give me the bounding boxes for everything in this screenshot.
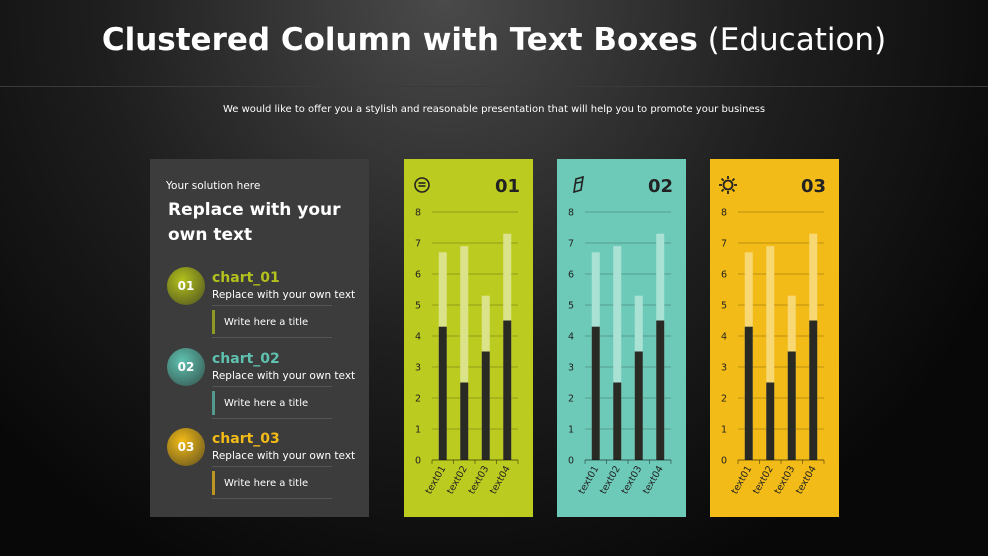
item-title: Write here a title xyxy=(224,478,309,489)
y-tick-label: 2 xyxy=(568,394,574,405)
number-badge: 02 xyxy=(167,347,205,386)
bar xyxy=(613,246,622,460)
y-tick-label: 6 xyxy=(568,270,574,281)
bar xyxy=(591,326,600,460)
kicker: Your solution here xyxy=(166,180,261,192)
item-text: Replace with your own text xyxy=(212,450,356,462)
icon xyxy=(573,175,584,194)
y-tick-label: 7 xyxy=(721,239,727,250)
y-tick-label: 3 xyxy=(415,363,421,374)
bar xyxy=(787,351,796,460)
chart-title: 01 xyxy=(495,176,520,197)
bar xyxy=(809,320,818,460)
number-badge: 01 xyxy=(167,267,205,305)
y-tick-label: 3 xyxy=(721,363,727,374)
separator xyxy=(212,337,332,338)
bar xyxy=(438,326,447,460)
bar xyxy=(460,246,469,460)
y-tick-label: 5 xyxy=(568,301,574,312)
item-name: chart_03 xyxy=(212,431,280,447)
separator xyxy=(212,498,332,499)
separator xyxy=(212,417,332,419)
panel-background xyxy=(710,159,839,517)
y-tick-label: 6 xyxy=(721,270,727,281)
separator xyxy=(212,385,332,387)
y-tick-label: 6 xyxy=(415,270,421,281)
item-title: Write here a title xyxy=(224,397,309,409)
item-text: Replace with your own text xyxy=(212,289,356,301)
item-name: chart_01 xyxy=(212,270,280,286)
sidebar: Your solution here Replace with your own… xyxy=(150,159,369,517)
accent-bar xyxy=(212,390,215,415)
y-tick-label: 0 xyxy=(568,456,574,467)
y-tick-label: 8 xyxy=(415,208,421,219)
bar xyxy=(634,351,643,460)
accent-bar xyxy=(212,310,215,334)
separator xyxy=(212,305,332,306)
y-tick-label: 1 xyxy=(568,425,574,436)
icon xyxy=(719,176,737,194)
y-tick-label: 5 xyxy=(721,301,727,312)
y-tick-label: 7 xyxy=(415,239,421,250)
y-tick-label: 2 xyxy=(415,394,421,405)
separator xyxy=(212,466,332,467)
y-tick-label: 7 xyxy=(568,239,574,250)
y-tick-label: 0 xyxy=(415,456,421,467)
y-tick-label: 8 xyxy=(721,208,727,219)
bar xyxy=(766,246,775,460)
y-tick-label: 2 xyxy=(721,394,727,405)
y-tick-label: 4 xyxy=(568,332,574,343)
title-sub: (Education) xyxy=(707,22,887,58)
bar xyxy=(656,320,665,460)
bar xyxy=(744,326,753,460)
y-tick-label: 8 xyxy=(568,208,574,219)
y-tick-label: 1 xyxy=(415,425,421,436)
item-text: Replace with your own text xyxy=(212,369,356,382)
chart-title: 03 xyxy=(801,176,826,197)
icon xyxy=(414,177,430,193)
y-tick-label: 4 xyxy=(415,332,421,343)
divider xyxy=(0,86,988,87)
y-tick-label: 3 xyxy=(568,363,574,374)
bar xyxy=(766,382,775,460)
bar xyxy=(503,320,512,460)
item-name: chart_02 xyxy=(212,350,280,367)
y-tick-label: 1 xyxy=(721,425,727,436)
tagline: We would like to offer you a stylish and… xyxy=(222,104,766,115)
chart-title: 02 xyxy=(648,176,673,197)
y-tick-label: 5 xyxy=(415,301,421,312)
bar xyxy=(460,382,469,460)
slide-title: Clustered Column with Text Boxes (Educat… xyxy=(0,22,988,58)
number-badge: 03 xyxy=(167,428,205,466)
panel-background xyxy=(404,159,533,517)
accent-bar xyxy=(212,471,215,495)
panel-background xyxy=(557,159,686,517)
y-tick-label: 4 xyxy=(721,332,727,343)
item-title: Write here a title xyxy=(224,317,309,328)
heading: Replace with your own text xyxy=(168,200,341,245)
y-tick-label: 0 xyxy=(721,456,727,467)
bar xyxy=(481,351,490,460)
bar xyxy=(613,382,622,460)
title-main: Clustered Column with Text Boxes xyxy=(101,22,698,58)
